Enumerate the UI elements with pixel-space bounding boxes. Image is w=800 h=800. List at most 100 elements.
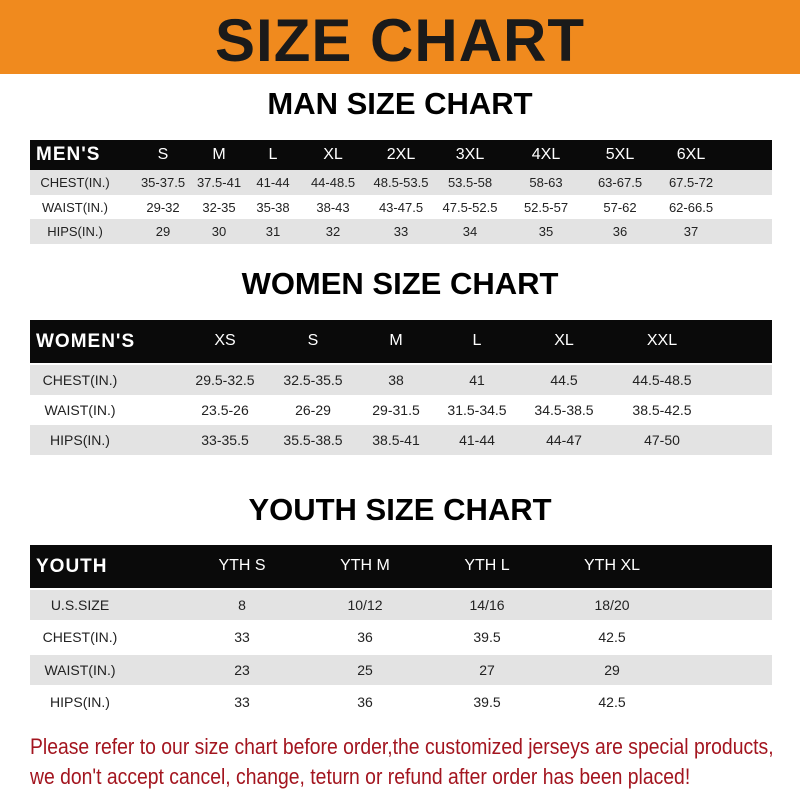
measure-label-cell: CHEST(IN.) bbox=[42, 629, 118, 645]
table-cell: 32.5-35.5 bbox=[283, 372, 343, 388]
table-row: U.S.SIZE 8 10/12 14/16 18/20 bbox=[30, 590, 772, 620]
table-cell: 57-62 bbox=[603, 200, 637, 215]
size-chart-banner: SIZE CHART bbox=[0, 0, 800, 74]
table-cell: 31 bbox=[265, 224, 281, 239]
table-cell: 41-44 bbox=[459, 432, 495, 448]
table-cell: 39.5 bbox=[473, 694, 501, 710]
table-row: HIPS(IN.) 33 36 39.5 42.5 bbox=[30, 687, 772, 718]
measure-label-cell: WAIST(IN.) bbox=[44, 402, 116, 418]
women-header-row: WOMEN'S XS S M L XL XXL bbox=[30, 320, 772, 363]
size-header-cell: M bbox=[389, 332, 403, 349]
measure-label-cell: HIPS(IN.) bbox=[47, 224, 103, 239]
youth-header-row: YOUTH YTH S YTH M YTH L YTH XL bbox=[30, 545, 772, 588]
size-header-cell: 2XL bbox=[386, 146, 416, 163]
table-cell: 37.5-41 bbox=[196, 175, 242, 190]
table-cell: 44.5 bbox=[550, 372, 578, 388]
table-row: CHEST(IN.) 35-37.5 37.5-41 41-44 44-48.5 48.5… bbox=[30, 170, 772, 195]
size-header-cell: XXL bbox=[646, 332, 678, 349]
table-cell: 27 bbox=[479, 662, 495, 678]
table-row: CHEST(IN.) 33 36 39.5 42.5 bbox=[30, 622, 772, 652]
table-cell: 44-48.5 bbox=[310, 175, 356, 190]
size-header-cell: YTH S bbox=[218, 557, 266, 574]
size-header-cell: 4XL bbox=[531, 146, 561, 163]
table-cell: 29-32 bbox=[146, 200, 180, 215]
women-heading: WOMEN SIZE CHART bbox=[241, 266, 559, 301]
table-cell: 41 bbox=[469, 372, 485, 388]
table-cell: 48.5-53.5 bbox=[373, 175, 429, 190]
size-header-cell: 6XL bbox=[676, 146, 706, 163]
table-cell: 36 bbox=[357, 694, 373, 710]
table-cell: 23 bbox=[234, 662, 250, 678]
table-cell: 38.5-41 bbox=[372, 432, 420, 448]
table-cell: 34 bbox=[462, 224, 478, 239]
measure-label-cell: U.S.SIZE bbox=[50, 597, 110, 613]
page-title: SIZE CHART bbox=[215, 7, 585, 74]
size-header-cell: 3XL bbox=[455, 146, 485, 163]
table-cell: 18/20 bbox=[594, 597, 630, 613]
table-cell: 29.5-32.5 bbox=[195, 372, 255, 388]
table-row: HIPS(IN.) 33-35.5 35.5-38.5 38.5-41 41-44 44-… bbox=[30, 425, 772, 455]
table-cell: 52.5-57 bbox=[523, 200, 569, 215]
table-cell: 35-38 bbox=[256, 200, 290, 215]
size-header-cell: L bbox=[268, 146, 278, 163]
table-cell: 32-35 bbox=[202, 200, 236, 215]
size-header-cell: S bbox=[157, 146, 169, 163]
size-header-cell: M bbox=[212, 146, 226, 163]
measure-label-cell: WAIST(IN.) bbox=[44, 662, 116, 678]
measure-label-cell: HIPS(IN.) bbox=[50, 432, 110, 448]
table-title-cell: YOUTH bbox=[36, 556, 108, 577]
table-cell: 33 bbox=[393, 224, 409, 239]
table-cell: 10/12 bbox=[347, 597, 383, 613]
table-cell: 35-37.5 bbox=[140, 175, 186, 190]
table-cell: 31.5-34.5 bbox=[447, 402, 507, 418]
table-cell: 29 bbox=[604, 662, 620, 678]
measure-label-cell: CHEST(IN.) bbox=[42, 372, 118, 388]
measure-label-cell: WAIST(IN.) bbox=[42, 200, 108, 215]
table-row: WAIST(IN.) 23 25 27 29 bbox=[30, 655, 772, 685]
table-row: WAIST(IN.) 29-32 32-35 35-38 38-43 43-47.5 47.… bbox=[30, 195, 772, 219]
size-header-cell: YTH L bbox=[464, 557, 510, 574]
table-cell: 38-43 bbox=[316, 200, 350, 215]
size-header-cell: L bbox=[472, 332, 482, 349]
table-cell: 23.5-26 bbox=[201, 402, 249, 418]
table-cell: 38 bbox=[388, 372, 404, 388]
table-cell: 35.5-38.5 bbox=[283, 432, 343, 448]
table-cell: 14/16 bbox=[469, 597, 505, 613]
table-cell: 34.5-38.5 bbox=[534, 402, 594, 418]
table-cell: 35 bbox=[538, 224, 554, 239]
measure-label-cell: HIPS(IN.) bbox=[50, 694, 110, 710]
table-cell: 8 bbox=[238, 597, 246, 613]
table-title-cell: MEN'S bbox=[36, 144, 101, 165]
size-header-cell: XS bbox=[214, 332, 236, 349]
table-cell: 62-66.5 bbox=[668, 200, 714, 215]
table-cell: 42.5 bbox=[598, 694, 626, 710]
order-notice-line-1: Please refer to our size chart before or… bbox=[30, 734, 774, 759]
table-cell: 43-47.5 bbox=[378, 200, 424, 215]
table-cell: 44-47 bbox=[546, 432, 582, 448]
size-header-cell: YTH M bbox=[340, 557, 390, 574]
table-row: WAIST(IN.) 23.5-26 26-29 29-31.5 31.5-34.5 34… bbox=[30, 395, 772, 425]
table-cell: 30 bbox=[211, 224, 227, 239]
table-cell: 42.5 bbox=[598, 629, 626, 645]
table-title-cell: WOMEN'S bbox=[36, 331, 136, 352]
size-header-cell: YTH XL bbox=[583, 557, 641, 574]
table-cell: 58-63 bbox=[529, 175, 563, 190]
table-cell: 63-67.5 bbox=[597, 175, 643, 190]
order-notice-line-2: we don't accept cancel, change, teturn o… bbox=[30, 764, 691, 789]
table-cell: 47.5-52.5 bbox=[442, 200, 498, 215]
table-row: CHEST(IN.) 29.5-32.5 32.5-35.5 38 41 44.5 44.5… bbox=[30, 365, 772, 395]
table-cell: 67.5-72 bbox=[668, 175, 714, 190]
men-heading: MAN SIZE CHART bbox=[267, 86, 533, 121]
size-header-cell: 5XL bbox=[605, 146, 635, 163]
table-cell: 29 bbox=[155, 224, 171, 239]
table-cell: 39.5 bbox=[473, 629, 501, 645]
measure-label-cell: CHEST(IN.) bbox=[40, 175, 110, 190]
table-row: HIPS(IN.) 29 30 31 32 33 34 35 36 37 bbox=[30, 219, 772, 244]
size-header-cell: XL bbox=[323, 146, 343, 163]
men-header-row: MEN'S S M L XL 2XL 3XL 4XL 5XL 6XL bbox=[30, 140, 772, 170]
table-cell: 33 bbox=[234, 694, 250, 710]
table-cell: 41-44 bbox=[256, 175, 290, 190]
table-cell: 36 bbox=[612, 224, 628, 239]
table-cell: 32 bbox=[325, 224, 341, 239]
size-header-cell: S bbox=[307, 332, 319, 349]
